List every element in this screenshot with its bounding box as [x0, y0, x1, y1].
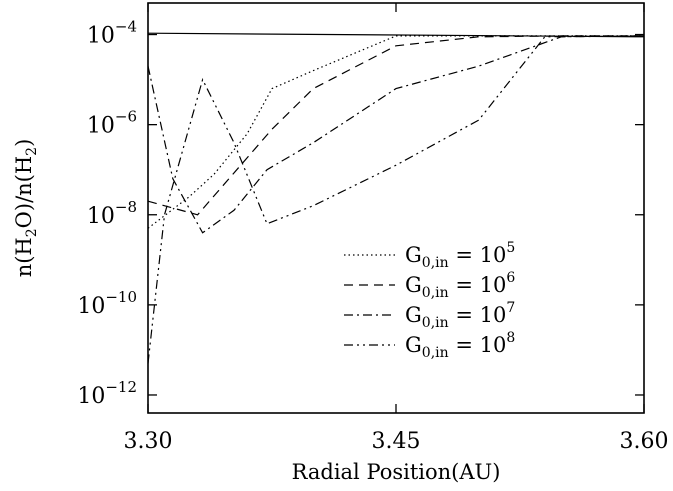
series-line-1 [147, 35, 644, 229]
tick-labels-layer: 10−12 10−10 10−8 10−6 10−4 3.30 3.45 3.60 [77, 18, 668, 454]
legend-label-1: G0,in = 105 [405, 240, 515, 271]
y-label-suffix: ) [12, 139, 36, 147]
series-layer [147, 32, 645, 364]
y-label-middle: O)/n(H [12, 156, 36, 229]
series-line-3 [147, 35, 645, 234]
y-label-prefix: n(H [12, 237, 36, 277]
y-tick-label-2: 10−8 [87, 198, 137, 229]
y-tick-label-0: 10−12 [77, 378, 137, 409]
ticks-layer [147, 3, 645, 413]
series-line-2 [147, 35, 644, 216]
y-tick-label-4: 10−4 [87, 18, 137, 49]
x-axis-label: Radial Position(AU) [292, 460, 501, 484]
series-line-4 [147, 35, 645, 364]
y-tick-label-1: 10−10 [77, 288, 137, 319]
x-tick-label-2: 3.60 [620, 429, 669, 454]
legend-label-2: G0,in = 106 [405, 270, 515, 301]
legend-label-4: G0,in = 108 [405, 330, 515, 361]
y-axis-label: n(H2O)/n(H2) [12, 139, 40, 278]
y-label-sub2: 2 [24, 147, 40, 156]
plot-frame [147, 2, 645, 414]
x-tick-label-0: 3.30 [124, 429, 173, 454]
y-tick-label-3: 10−6 [87, 108, 137, 139]
x-tick-label-1: 3.45 [372, 429, 421, 454]
legend-label-3: G0,in = 107 [405, 300, 515, 331]
y-label-sub1: 2 [24, 228, 40, 237]
